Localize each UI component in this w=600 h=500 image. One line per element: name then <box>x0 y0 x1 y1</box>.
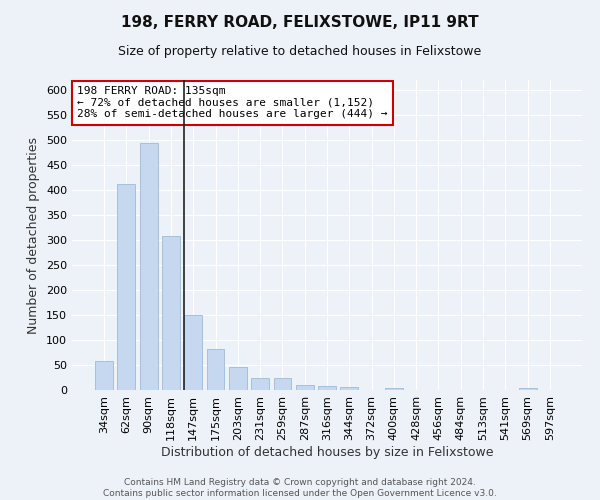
Bar <box>251 378 269 390</box>
Bar <box>140 142 158 390</box>
Bar <box>274 378 292 390</box>
Text: Contains HM Land Registry data © Crown copyright and database right 2024.
Contai: Contains HM Land Registry data © Crown c… <box>103 478 497 498</box>
Bar <box>206 349 224 390</box>
Text: Size of property relative to detached houses in Felixstowe: Size of property relative to detached ho… <box>118 45 482 58</box>
Bar <box>518 388 536 390</box>
Text: 198, FERRY ROAD, FELIXSTOWE, IP11 9RT: 198, FERRY ROAD, FELIXSTOWE, IP11 9RT <box>121 15 479 30</box>
Bar <box>340 387 358 390</box>
Bar <box>229 367 247 390</box>
Bar <box>318 386 336 390</box>
Bar <box>118 184 136 390</box>
Y-axis label: Number of detached properties: Number of detached properties <box>28 136 40 334</box>
Bar <box>385 388 403 390</box>
Text: 198 FERRY ROAD: 135sqm
← 72% of detached houses are smaller (1,152)
28% of semi-: 198 FERRY ROAD: 135sqm ← 72% of detached… <box>77 86 388 120</box>
Bar <box>184 315 202 390</box>
X-axis label: Distribution of detached houses by size in Felixstowe: Distribution of detached houses by size … <box>161 446 493 458</box>
Bar <box>162 236 180 390</box>
Bar <box>95 361 113 390</box>
Bar <box>296 385 314 390</box>
